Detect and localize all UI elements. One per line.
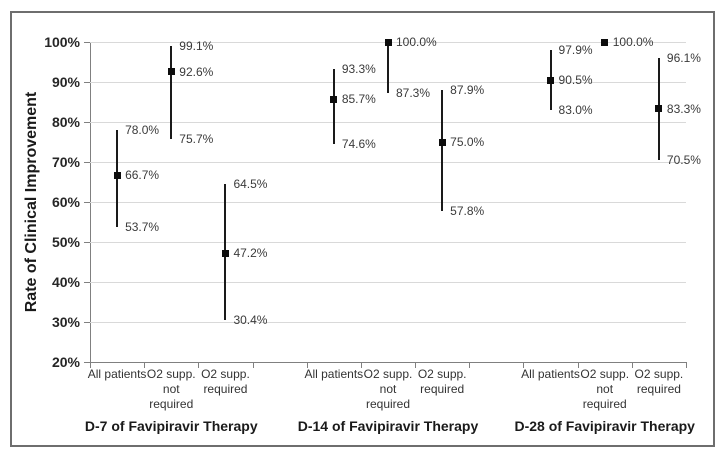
y-tick — [84, 122, 90, 123]
error-bar — [441, 90, 444, 211]
x-tick — [523, 363, 525, 368]
group-axis-label: D-28 of Favipiravir Therapy — [514, 418, 695, 434]
y-tick-label: 40% — [51, 274, 80, 290]
x-tick — [198, 363, 200, 368]
y-tick-label: 70% — [51, 154, 80, 170]
ci-low-label: 70.5% — [666, 153, 701, 167]
category-tick-label: not — [379, 382, 397, 396]
group-axis-label: D-7 of Favipiravir Therapy — [84, 418, 258, 434]
value-label: 85.7% — [341, 92, 376, 107]
data-point-marker — [221, 249, 229, 257]
ci-high-label: 78.0% — [125, 123, 160, 137]
y-tick — [84, 322, 90, 323]
x-tick — [469, 363, 471, 368]
data-point-marker — [330, 95, 338, 103]
ci-low-label: 57.8% — [450, 203, 485, 218]
y-tick-label: 60% — [51, 194, 80, 210]
value-label: 66.7% — [125, 168, 160, 183]
value-label: 100.0% — [612, 35, 654, 49]
x-tick — [144, 363, 146, 368]
gridline — [90, 242, 686, 243]
ci-low-label: 75.7% — [179, 132, 214, 147]
x-tick — [252, 363, 254, 368]
y-tick-label: 20% — [51, 354, 80, 370]
ci-low-label: 83.0% — [558, 103, 593, 117]
y-tick — [84, 362, 90, 363]
value-label: 92.6% — [179, 64, 214, 79]
error-bar — [387, 42, 389, 93]
gridline — [90, 162, 686, 163]
category-tick-label: not — [596, 382, 614, 396]
x-tick — [631, 363, 633, 368]
data-point-marker — [167, 68, 175, 76]
ci-high-label: 99.1% — [179, 38, 214, 53]
data-point-marker — [113, 171, 121, 179]
x-tick — [306, 363, 308, 368]
data-point-marker — [384, 38, 392, 46]
ci-high-label: 93.3% — [341, 61, 376, 76]
category-tick-label: required — [203, 382, 248, 396]
ci-low-label: 74.6% — [341, 136, 376, 151]
gridline — [90, 322, 686, 323]
value-label: 100.0% — [396, 35, 437, 49]
y-tick — [84, 242, 90, 243]
category-tick-label: not — [162, 382, 180, 396]
x-tick — [577, 363, 579, 368]
figure-frame — [10, 11, 715, 447]
gridline — [90, 122, 686, 123]
data-point-marker — [655, 105, 663, 113]
x-tick — [360, 363, 362, 368]
y-tick-label: 100% — [44, 34, 80, 50]
y-tick-label: 30% — [51, 314, 80, 330]
ci-high-label: 64.5% — [233, 177, 268, 191]
category-tick-label: All patients — [87, 367, 147, 381]
y-tick-label: 50% — [51, 234, 80, 250]
y-tick-label: 90% — [51, 74, 80, 90]
ci-low-label: 53.7% — [125, 220, 160, 235]
ci-high-label: 96.1% — [666, 50, 701, 65]
y-tick-label: 80% — [51, 114, 80, 130]
category-tick-label: O2 supp. — [363, 367, 413, 381]
gridline — [90, 282, 686, 283]
category-tick-label: required — [636, 382, 681, 396]
category-tick-label: All patients — [521, 367, 580, 381]
category-tick-label: O2 supp. — [634, 367, 684, 381]
category-tick-label: required — [365, 397, 411, 411]
data-point-marker — [601, 38, 609, 46]
data-point-marker — [438, 138, 446, 146]
category-tick-label: required — [582, 397, 627, 411]
error-bar — [332, 68, 335, 144]
y-tick — [84, 282, 90, 283]
y-tick — [84, 42, 90, 43]
category-tick-label: required — [149, 397, 194, 411]
data-point-marker — [547, 76, 555, 84]
category-tick-label: O2 supp. — [146, 367, 196, 381]
x-tick — [90, 363, 91, 368]
group-axis-label: D-14 of Favipiravir Therapy — [297, 418, 479, 434]
value-label: 83.3% — [666, 101, 701, 116]
value-label: 75.0% — [450, 135, 485, 149]
x-tick — [686, 363, 687, 368]
category-tick-label: required — [420, 382, 465, 396]
ci-low-label: 87.3% — [396, 85, 431, 100]
y-tick — [84, 202, 90, 203]
y-tick — [84, 162, 90, 163]
category-tick-label: O2 supp. — [417, 367, 467, 381]
error-bar — [170, 45, 173, 140]
category-tick-label: O2 supp. — [201, 367, 250, 381]
ci-low-label: 30.4% — [233, 313, 268, 328]
x-tick — [415, 363, 417, 368]
ci-high-label: 87.9% — [450, 83, 485, 98]
value-label: 90.5% — [558, 73, 593, 87]
gridline — [90, 202, 686, 203]
category-tick-label: All patients — [304, 367, 364, 381]
category-tick-label: O2 supp. — [580, 367, 630, 381]
ci-high-label: 97.9% — [558, 43, 593, 58]
y-tick — [84, 82, 90, 83]
value-label: 47.2% — [233, 246, 268, 261]
